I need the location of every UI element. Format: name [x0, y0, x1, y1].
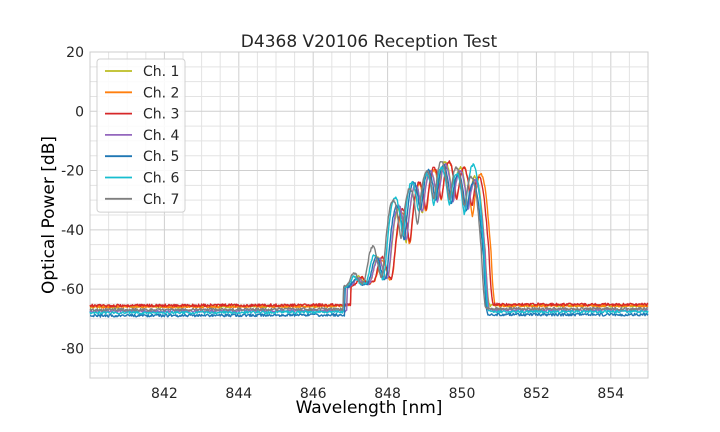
legend-entry-7: Ch. 7	[143, 192, 179, 208]
series-lines	[89, 160, 649, 318]
x-tick-label: 852	[523, 386, 550, 402]
y-axis-ticks: 20 0 -20 -40 -60 -80	[61, 45, 84, 357]
series-line-6	[89, 163, 649, 315]
legend: Ch. 1 Ch. 2 Ch. 3 Ch. 4 Ch. 5 Ch. 6 Ch. 7	[96, 58, 186, 213]
series-line-4	[89, 162, 649, 314]
x-axis-ticks: 842 844 846 848 850 852 854	[151, 386, 624, 402]
x-tick-label: 848	[374, 386, 401, 402]
legend-entry-6: Ch. 6	[143, 171, 180, 187]
x-tick-label: 850	[449, 386, 476, 402]
y-tick-label: 0	[75, 104, 84, 120]
legend-entry-5: Ch. 5	[143, 149, 179, 165]
series-line-5	[89, 163, 649, 318]
plot-frame	[89, 51, 649, 379]
legend-box	[96, 58, 186, 213]
legend-entry-4: Ch. 4	[143, 128, 180, 144]
y-tick-label: 20	[66, 45, 84, 61]
chart-title: D4368 V20106 Reception Test	[241, 32, 498, 52]
legend-entry-3: Ch. 3	[143, 107, 179, 123]
x-tick-label: 854	[597, 386, 624, 402]
x-tick-label: 844	[225, 386, 252, 402]
y-axis-label: Optical Power [dB]	[39, 136, 59, 294]
y-tick-label: -20	[61, 164, 84, 180]
legend-entry-1: Ch. 1	[143, 64, 179, 80]
y-tick-label: -80	[61, 341, 84, 357]
x-tick-label: 846	[300, 386, 327, 402]
series-line-7	[89, 161, 649, 312]
x-tick-label: 842	[151, 386, 178, 402]
x-axis-label: Wavelength [nm]	[296, 398, 443, 418]
legend-entry-2: Ch. 2	[143, 85, 179, 101]
y-tick-label: -60	[61, 282, 84, 298]
y-tick-label: -40	[61, 223, 84, 239]
